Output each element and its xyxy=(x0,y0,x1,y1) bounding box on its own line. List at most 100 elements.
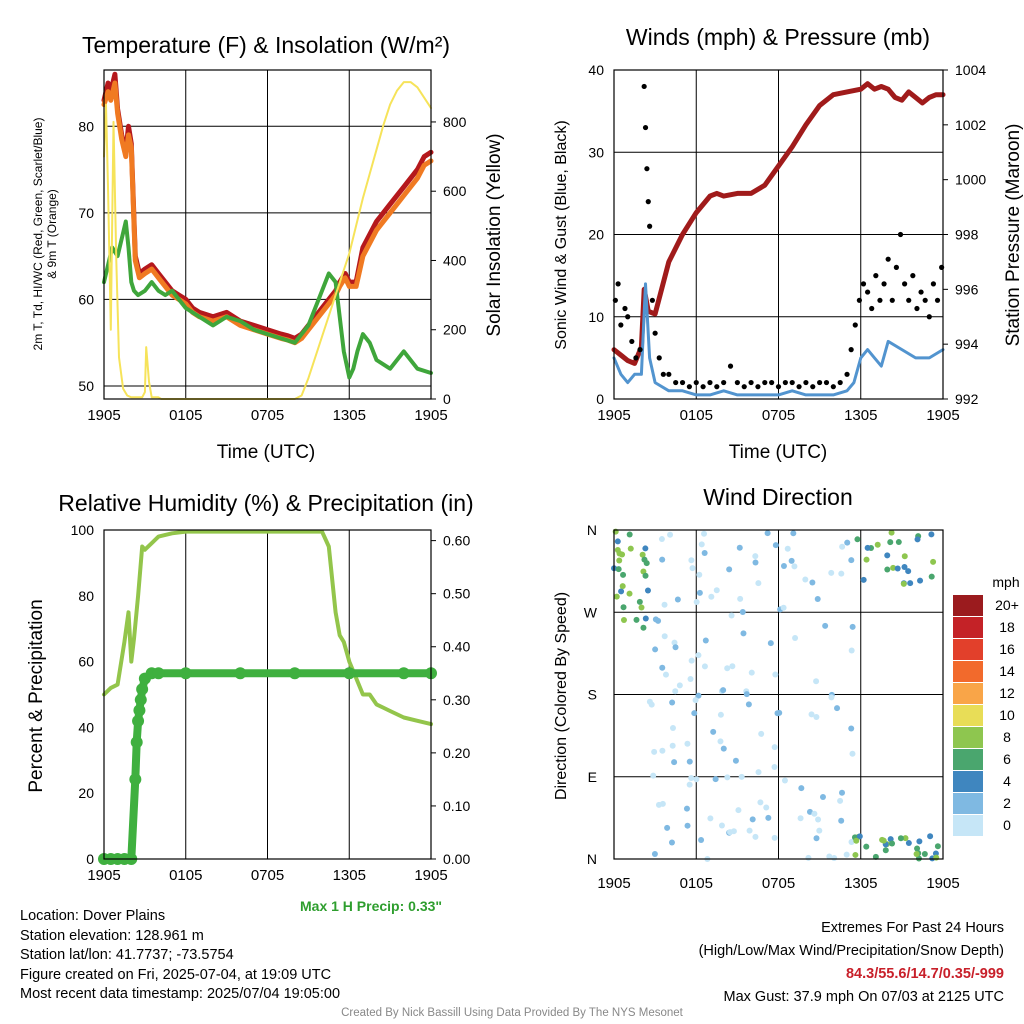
direction-point xyxy=(882,847,889,854)
gust-point xyxy=(830,384,836,390)
station-info: Location: Dover Plains Station elevation… xyxy=(20,907,340,1005)
gust-point xyxy=(914,305,920,312)
direction-point xyxy=(838,570,845,577)
direction-point xyxy=(702,637,709,644)
direction-point xyxy=(655,617,662,624)
latlon-text: Station lat/lon: 41.7737; -73.5754 xyxy=(20,947,234,964)
direction-point xyxy=(863,556,870,563)
direction-point xyxy=(701,663,708,670)
x-tick-label: 0105 xyxy=(680,875,713,892)
direction-point xyxy=(729,663,736,670)
y2-tick-label: 600 xyxy=(443,183,467,199)
direction-point xyxy=(888,529,895,536)
legend-label: 16 xyxy=(999,641,1015,657)
x-tick-label: 1905 xyxy=(87,867,120,884)
direction-point xyxy=(921,851,928,858)
extremes-subtitle: (High/Low/Max Wind/Precipitation/Snow De… xyxy=(698,943,1004,959)
wind-title: Winds (mph) & Pressure (mb) xyxy=(626,24,930,50)
y-tick-label: 20 xyxy=(78,785,94,801)
y-tick-label: W xyxy=(584,604,598,620)
direction-point xyxy=(834,705,841,712)
gust-point xyxy=(860,281,867,287)
direction-point xyxy=(811,810,818,817)
direction-point xyxy=(693,776,700,783)
gust-point xyxy=(881,281,887,287)
x-tick-label: 1905 xyxy=(87,407,120,424)
y-tick-label: 60 xyxy=(78,654,94,670)
legend-swatch xyxy=(953,683,983,704)
direction-point xyxy=(669,742,676,749)
legend-label: 18 xyxy=(999,619,1015,635)
direction-point xyxy=(698,541,705,548)
direction-point xyxy=(765,814,772,821)
x-tick-label: 1305 xyxy=(844,875,877,892)
direction-point xyxy=(887,539,894,546)
direction-point xyxy=(748,669,755,676)
gust-point xyxy=(622,305,628,312)
gust-point xyxy=(817,379,823,386)
direction-point xyxy=(689,565,696,572)
precip-point xyxy=(136,683,149,696)
precip-point xyxy=(288,667,301,680)
dir-ylabel: Direction (Colored By Speed) xyxy=(553,592,570,800)
direction-point xyxy=(642,615,649,622)
direction-point xyxy=(619,583,626,590)
legend-label: 12 xyxy=(999,685,1015,701)
direction-point xyxy=(713,587,720,594)
gust-point xyxy=(679,379,686,386)
direction-point xyxy=(853,837,860,844)
y2-tick-label: 400 xyxy=(443,252,467,268)
panel-1: 1905 0105 0705 1305 190501020304099299499699… xyxy=(588,62,986,424)
plot-layer: 1905 0105 0705 1305 190550607080020040060080… xyxy=(71,62,987,892)
wind-ylabel-left: Sonic Wind & Gust (Blue, Black) xyxy=(553,120,570,349)
direction-point xyxy=(839,789,846,796)
y-tick-label: 70 xyxy=(78,205,94,221)
direction-point xyxy=(735,807,742,814)
direction-point xyxy=(659,800,666,807)
direction-point xyxy=(671,639,678,646)
direction-point xyxy=(720,687,727,694)
direction-point xyxy=(752,553,759,560)
direction-point xyxy=(805,854,812,861)
gust-point xyxy=(889,297,895,303)
legend-swatch xyxy=(953,727,983,748)
direction-point xyxy=(813,678,820,685)
gust-point xyxy=(789,379,795,386)
direction-point xyxy=(693,598,700,605)
direction-point xyxy=(771,764,778,771)
direction-point xyxy=(780,604,787,611)
precip-point xyxy=(152,667,165,680)
gust-point xyxy=(848,347,854,353)
gust-point xyxy=(637,347,643,353)
y2-tick-label: 200 xyxy=(443,322,467,338)
y2-tick-label: 1000 xyxy=(955,172,986,188)
direction-point xyxy=(819,794,826,801)
direction-point xyxy=(780,562,787,569)
legend-swatch xyxy=(953,639,983,660)
direction-point xyxy=(809,579,816,586)
direction-point xyxy=(914,845,921,852)
direction-point xyxy=(828,694,835,701)
direction-point xyxy=(661,633,668,640)
gust-point xyxy=(930,281,937,287)
direction-point xyxy=(686,781,693,788)
direction-point xyxy=(712,776,719,783)
direction-point xyxy=(718,822,725,829)
direction-point xyxy=(864,544,871,551)
direction-point xyxy=(889,840,896,847)
x-tick-label: 1305 xyxy=(333,407,366,424)
gust-point xyxy=(748,379,754,386)
direction-point xyxy=(828,569,835,576)
direction-point xyxy=(854,536,861,543)
direction-point xyxy=(668,839,675,846)
x-tick-label: 1905 xyxy=(926,875,959,892)
series-sonic-wind xyxy=(612,282,945,397)
panel-0: 1905 0105 0705 1305 190550607080020040060080… xyxy=(78,69,467,424)
direction-point xyxy=(901,553,908,560)
direction-point xyxy=(822,622,829,629)
gust-point xyxy=(629,338,635,345)
gust-point xyxy=(906,297,912,303)
gust-point xyxy=(856,297,862,303)
gust-point xyxy=(782,379,788,386)
